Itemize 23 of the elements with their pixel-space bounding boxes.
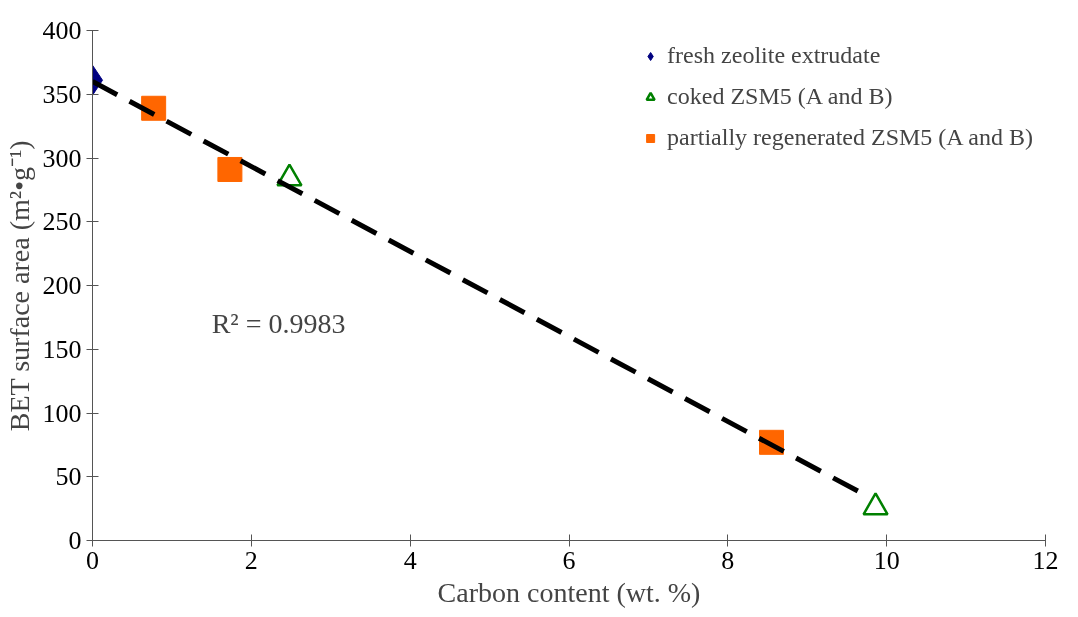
y-tick-label: 350: [42, 79, 82, 109]
y-tick-label: 0: [68, 526, 82, 555]
annotation: R² = 0.9983: [211, 308, 346, 340]
x-tick-label: 4: [403, 545, 417, 575]
legend-label: partially regenerated ZSM5 (A and B): [667, 124, 1033, 151]
x-tick-label: 2: [244, 545, 258, 575]
y-tick-label: 200: [42, 271, 82, 300]
y-tick-label: 250: [42, 207, 82, 237]
x-tick-label: 8: [721, 545, 735, 575]
y-tick-label: 300: [42, 143, 82, 173]
point: [217, 156, 243, 182]
legend-label: fresh zeolite extrudate: [667, 42, 881, 69]
x-axis-title: Carbon content (wt. %): [437, 576, 701, 608]
x-tick-label: 6: [562, 545, 576, 575]
y-tick-label: 400: [42, 16, 82, 45]
x-tick-label: 10: [873, 545, 900, 575]
y-tick-label: 150: [42, 334, 82, 364]
x-tick-label: 12: [1032, 545, 1059, 575]
legend-label: coked ZSM5 (A and B): [667, 83, 893, 110]
y-tick-label: 50: [55, 462, 82, 492]
y-tick-label: 100: [42, 398, 82, 428]
y-axis-title: BET surface area (m²•g⁻¹): [3, 140, 35, 432]
point: [862, 492, 889, 516]
